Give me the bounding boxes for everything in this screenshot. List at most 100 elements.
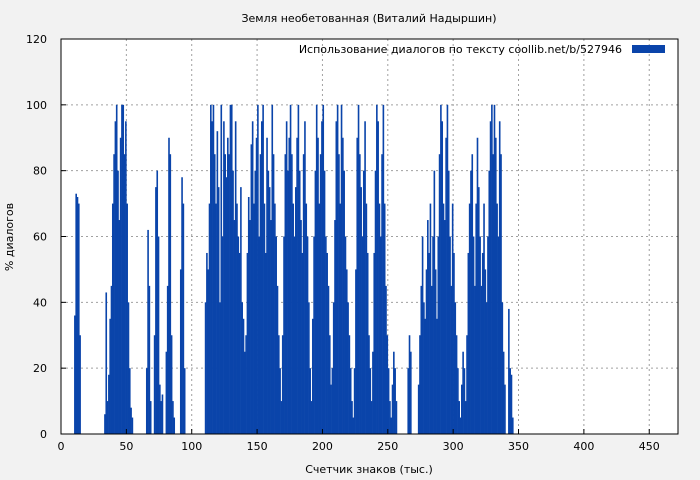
bar xyxy=(357,104,360,434)
bar xyxy=(75,193,77,434)
bar xyxy=(359,154,361,434)
x-tick-label: 150 xyxy=(247,440,268,453)
bar xyxy=(393,351,395,434)
bar xyxy=(317,137,319,434)
bar xyxy=(349,368,352,434)
bar xyxy=(339,203,342,434)
bar xyxy=(432,236,434,434)
legend-label: Использование диалогов по тексту coollib… xyxy=(299,43,622,56)
bar xyxy=(251,121,254,434)
bar xyxy=(372,351,374,434)
bar xyxy=(106,401,109,434)
bar xyxy=(221,236,224,434)
bar xyxy=(181,177,183,434)
bar xyxy=(466,335,468,434)
bar xyxy=(245,335,247,434)
bar xyxy=(230,104,233,434)
bar xyxy=(344,236,347,434)
bar xyxy=(501,302,504,434)
bar xyxy=(468,203,471,434)
bar xyxy=(311,318,314,434)
bar xyxy=(172,401,174,434)
bar xyxy=(485,302,488,434)
bar xyxy=(442,203,445,434)
legend: Использование диалогов по тексту coollib… xyxy=(299,43,665,56)
bar xyxy=(301,252,304,434)
bar xyxy=(479,236,481,434)
bar xyxy=(215,203,217,434)
bar xyxy=(310,401,313,434)
bar xyxy=(281,335,284,434)
chart-title: Земля необетованная (Виталий Надыршин) xyxy=(241,12,496,25)
bar xyxy=(314,170,317,435)
bar xyxy=(125,121,127,434)
bar xyxy=(430,285,433,435)
bar xyxy=(168,137,170,434)
bar xyxy=(511,417,514,434)
bar xyxy=(238,252,241,434)
bar xyxy=(234,121,237,434)
bar xyxy=(110,285,113,435)
x-tick-label: 0 xyxy=(58,440,65,453)
bar xyxy=(262,104,264,434)
bar xyxy=(467,252,470,434)
y-axis-title: % диалогов xyxy=(3,203,16,271)
bar xyxy=(424,318,427,434)
bar xyxy=(364,121,366,434)
bar xyxy=(182,203,185,434)
bar xyxy=(475,203,477,434)
bar xyxy=(498,121,501,434)
bar xyxy=(160,401,162,434)
bar xyxy=(285,121,288,434)
bar xyxy=(153,335,156,434)
bar xyxy=(365,203,368,434)
bar xyxy=(249,220,251,434)
bar xyxy=(471,154,474,434)
bar xyxy=(280,401,283,434)
bar xyxy=(220,104,223,434)
bar xyxy=(450,285,453,435)
bar xyxy=(476,137,479,434)
bar xyxy=(461,384,463,435)
bar xyxy=(464,401,467,434)
bar xyxy=(327,285,330,435)
bar xyxy=(385,285,387,435)
bar xyxy=(470,170,472,435)
x-tick-label: 450 xyxy=(639,440,660,453)
bar xyxy=(287,170,289,435)
bar xyxy=(306,236,309,434)
bar xyxy=(123,154,126,434)
bar xyxy=(378,203,381,434)
bar xyxy=(433,170,436,435)
bar xyxy=(492,154,494,434)
bar xyxy=(305,203,308,434)
bar xyxy=(449,236,451,434)
bar xyxy=(104,414,106,434)
bar xyxy=(343,170,345,435)
bar xyxy=(504,384,506,435)
bar xyxy=(79,335,81,434)
bar xyxy=(156,170,159,435)
bar xyxy=(159,384,161,435)
bar xyxy=(250,144,253,434)
bar xyxy=(114,121,117,434)
bar xyxy=(109,318,111,434)
bar xyxy=(223,121,225,434)
bar xyxy=(417,384,420,435)
bar xyxy=(229,104,232,434)
bar xyxy=(376,104,378,434)
bar xyxy=(488,170,491,435)
bar xyxy=(352,417,355,434)
bar xyxy=(240,187,242,435)
y-tick-label: 60 xyxy=(33,231,47,244)
bar xyxy=(272,154,275,434)
bar xyxy=(445,137,447,434)
bar xyxy=(427,220,429,434)
bar xyxy=(313,236,315,434)
bar xyxy=(211,121,213,434)
axis-ticks: 0 50 100 150 200 250 300 350 400 450 0 20 40 60 80 100 1… xyxy=(26,33,660,453)
bar xyxy=(128,368,131,434)
bar xyxy=(345,269,348,434)
bar xyxy=(381,154,383,434)
